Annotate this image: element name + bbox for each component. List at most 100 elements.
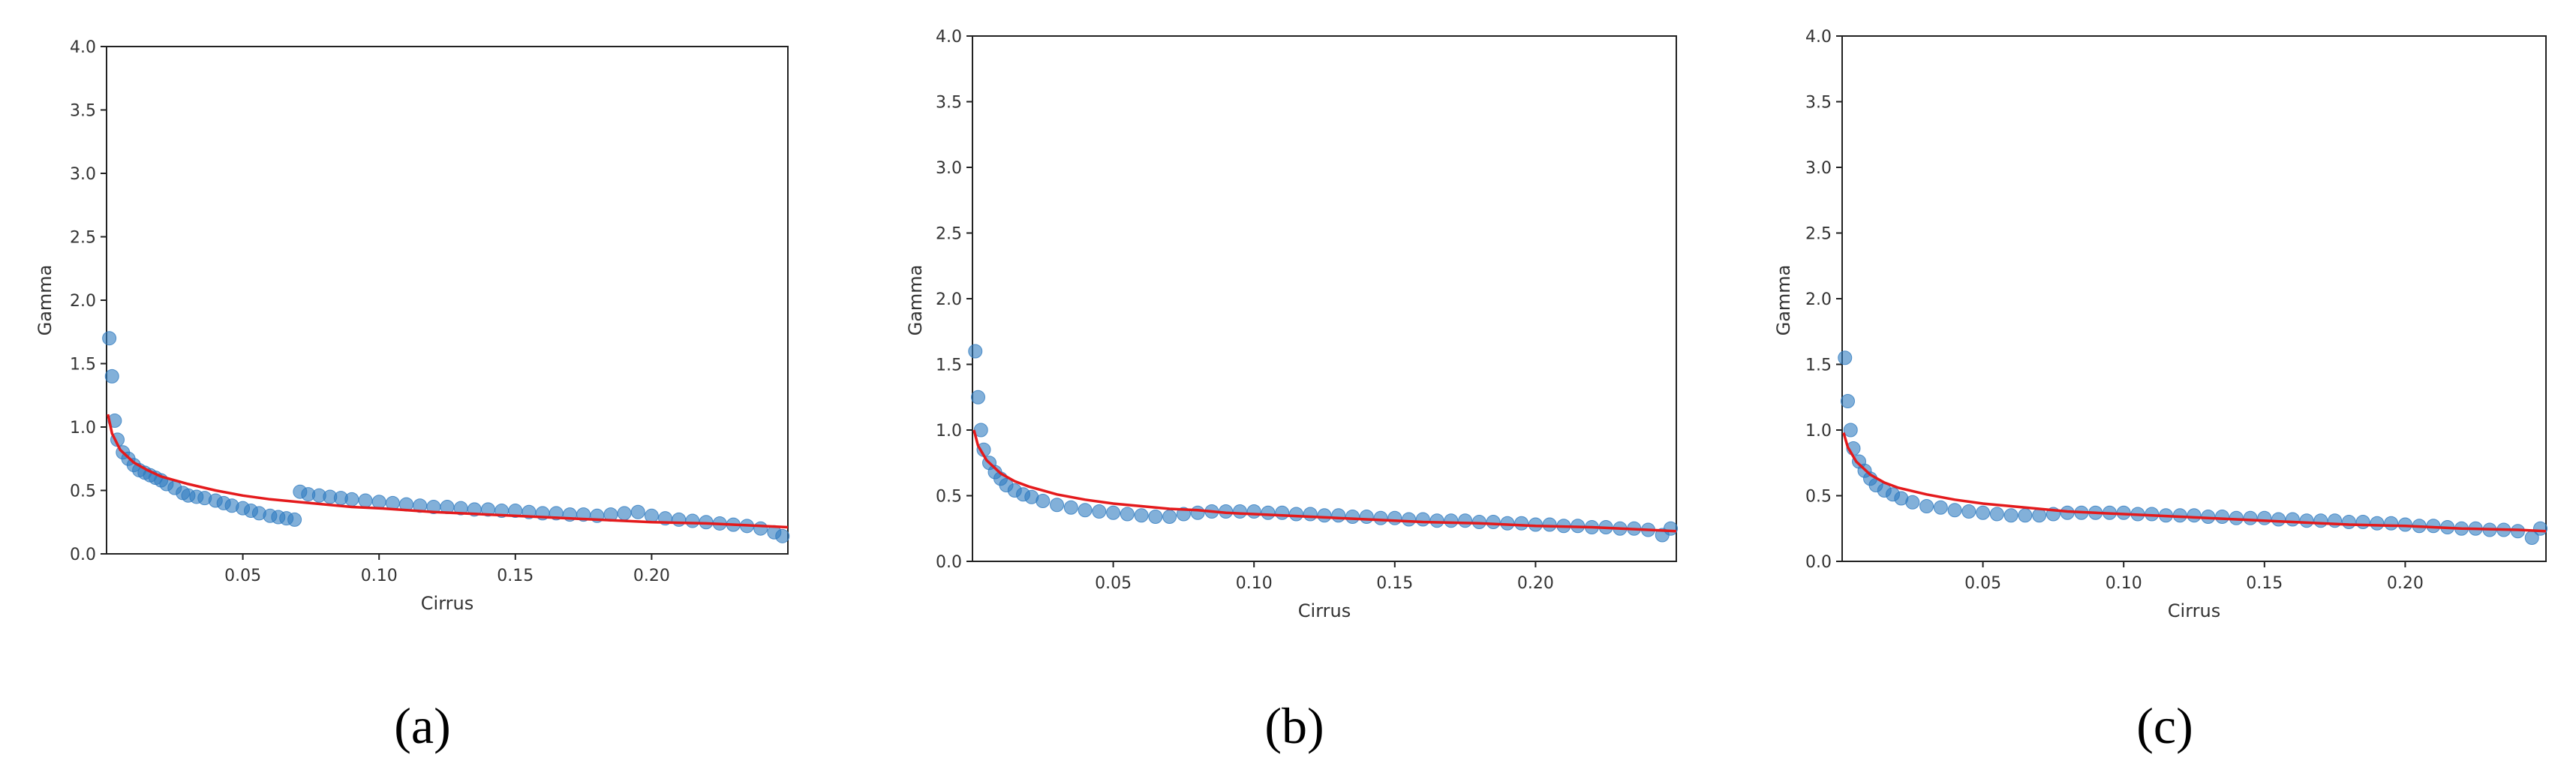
- caption-b: (b): [1264, 697, 1324, 754]
- y-tick-label-c: 4.0: [1805, 28, 1832, 47]
- data-point-a: [644, 508, 659, 523]
- fit-line-c: [1842, 432, 2547, 533]
- y-tick-label-b: 2.5: [936, 225, 962, 244]
- x-tick-label-a: 0.05: [224, 567, 261, 585]
- fit-line-b: [972, 429, 1677, 533]
- data-point-b: [1275, 505, 1290, 520]
- y-ticks-c: 0.0 0.5 1.0 1.5 2.0 2.5 3.0 3.5 4.0: [1805, 28, 1842, 572]
- fit-line-a: [107, 414, 789, 529]
- data-point-c: [1838, 350, 1853, 365]
- x-axis-label-a: Cirrus: [421, 593, 473, 614]
- fit-curve-a: [107, 414, 789, 529]
- data-point-a: [672, 512, 687, 527]
- x-ticks-a: 0.05 0.10 0.15 0.20: [224, 554, 670, 585]
- y-tick-label-c: 0.5: [1805, 488, 1832, 507]
- x-tick-label-b: 0.20: [1517, 574, 1554, 593]
- y-ticks-b: 0.0 0.5 1.0 1.5 2.0 2.5 3.0 3.5 4.0: [936, 28, 972, 572]
- x-tick-label-c: 0.15: [2246, 574, 2283, 593]
- data-point-b: [1359, 510, 1374, 524]
- data-point-b: [971, 390, 986, 405]
- y-tick-label-b: 3.0: [936, 159, 962, 178]
- data-point-a: [753, 521, 768, 536]
- data-point-c: [1989, 507, 2004, 522]
- data-point-c: [1947, 503, 1962, 518]
- data-point-c: [2215, 510, 2230, 524]
- chart-panel-a: 0.05 0.10 0.15 0.20 0.0 0.5 1.0 1.5 2.0 2.5 3.0 3.…: [35, 38, 790, 754]
- data-point-b: [1458, 513, 1473, 528]
- y-tick-label-c: 0.0: [1805, 553, 1832, 572]
- data-point-c: [2257, 510, 2272, 525]
- data-point-c: [2299, 513, 2314, 528]
- data-point-b: [1036, 494, 1051, 508]
- data-point-a: [287, 512, 302, 527]
- plot-frame-c: [1841, 35, 2547, 562]
- data-point-b: [1373, 510, 1388, 525]
- data-point-c: [1919, 499, 1934, 513]
- plot-area-a: 0.05 0.10 0.15 0.20 0.0 0.5 1.0 1.5 2.0 2.5 3.0 3.…: [35, 38, 790, 614]
- y-tick-label-a: 4.0: [70, 38, 96, 57]
- scatter-points-c: [1838, 350, 2547, 545]
- y-tick-label-a: 0.0: [70, 546, 96, 564]
- x-ticks-c: 0.05 0.10 0.15 0.20: [1964, 561, 2424, 593]
- y-tick-label-a: 2.0: [70, 292, 96, 311]
- x-axis-label-b: Cirrus: [1298, 600, 1351, 621]
- data-point-b: [1514, 516, 1529, 531]
- plot-frame-a: [106, 46, 789, 555]
- data-point-c: [2532, 521, 2547, 536]
- data-point-b: [1387, 510, 1402, 525]
- data-point-b: [1162, 510, 1177, 524]
- x-axis-label-c: Cirrus: [2168, 600, 2220, 621]
- data-point-c: [2355, 515, 2370, 529]
- data-point-a: [358, 493, 373, 508]
- data-point-c: [2384, 516, 2399, 531]
- chart-panel-c: 0.05 0.10 0.15 0.20 0.0 0.5 1.0 1.5 2.0 2.5 3.0 3.…: [1773, 28, 2547, 754]
- y-tick-label-a: 2.5: [70, 229, 96, 248]
- data-point-c: [2271, 512, 2286, 527]
- x-tick-label-b: 0.10: [1236, 574, 1273, 593]
- data-point-a: [630, 504, 645, 519]
- data-point-b: [968, 344, 983, 359]
- data-point-b: [1092, 504, 1107, 519]
- data-point-c: [2370, 516, 2385, 531]
- y-tick-label-c: 2.0: [1805, 290, 1832, 309]
- data-point-b: [1663, 521, 1678, 536]
- data-point-a: [371, 495, 386, 510]
- y-tick-label-a: 0.5: [70, 483, 96, 501]
- data-point-b: [1120, 507, 1135, 522]
- x-tick-label-c: 0.05: [1964, 574, 2001, 593]
- fit-curve-b: [972, 429, 1677, 533]
- data-point-b: [1402, 512, 1417, 527]
- x-tick-label-c: 0.10: [2106, 574, 2142, 593]
- y-tick-label-a: 3.5: [70, 102, 96, 121]
- data-point-a: [685, 513, 700, 528]
- x-tick-label-b: 0.15: [1376, 574, 1413, 593]
- data-point-b: [1106, 505, 1121, 520]
- data-point-b: [1542, 517, 1557, 532]
- data-point-b: [1134, 508, 1149, 523]
- y-tick-label-c: 2.5: [1805, 225, 1832, 244]
- fit-curve-c: [1842, 432, 2547, 533]
- y-axis-label-c: Gamma: [1773, 265, 1794, 336]
- data-point-c: [1933, 500, 1948, 515]
- y-tick-label-c: 3.0: [1805, 159, 1832, 178]
- data-point-a: [102, 331, 117, 346]
- scatter-points-a: [102, 331, 790, 543]
- data-point-b: [1050, 498, 1065, 513]
- y-ticks-a: 0.0 0.5 1.0 1.5 2.0 2.5 3.0 3.5 4.0: [70, 38, 107, 564]
- x-tick-label-c: 0.20: [2387, 574, 2424, 593]
- y-tick-label-c: 3.5: [1805, 94, 1832, 113]
- data-point-c: [1841, 394, 1856, 408]
- data-point-c: [2187, 508, 2202, 523]
- y-tick-label-a: 3.0: [70, 165, 96, 184]
- data-point-c: [1961, 504, 1976, 519]
- data-point-a: [617, 506, 632, 521]
- y-tick-label-a: 1.0: [70, 419, 96, 438]
- data-point-b: [1303, 507, 1318, 522]
- y-tick-label-b: 0.5: [936, 488, 962, 507]
- chart-panel-b: 0.05 0.10 0.15 0.20 0.0 0.5 1.0 1.5 2.0 2.5 3.0 3.…: [905, 28, 1678, 754]
- data-point-b: [1331, 508, 1346, 523]
- x-tick-label-a: 0.10: [361, 567, 398, 585]
- data-point-b: [1317, 508, 1332, 523]
- plot-area-c: 0.05 0.10 0.15 0.20 0.0 0.5 1.0 1.5 2.0 2.5 3.0 3.…: [1773, 28, 2547, 621]
- data-point-c: [1905, 495, 1920, 510]
